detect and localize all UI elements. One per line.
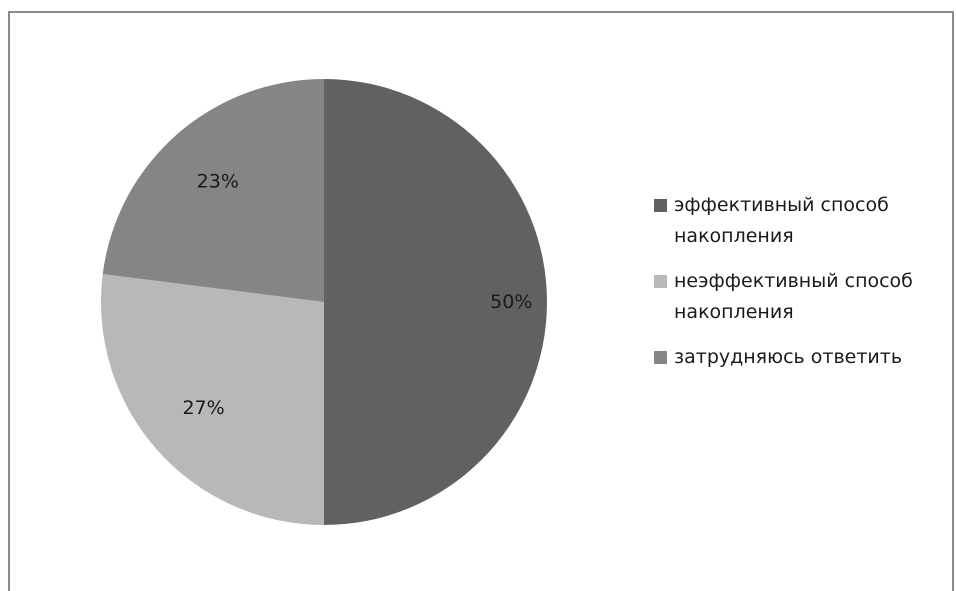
pie-label-undecided: 23%: [197, 171, 239, 193]
pie-slice-ineffective: [101, 274, 324, 525]
pie-slice-undecided: [102, 79, 324, 302]
pie-label-ineffective: 27%: [182, 397, 224, 419]
legend-swatch-effective: [654, 199, 667, 212]
legend-item-undecided: затрудняюсь ответить: [654, 342, 954, 373]
legend-label-effective: эффективный способ накопления: [674, 194, 889, 247]
pie-label-effective: 50%: [490, 291, 532, 313]
pie-slice-effective: [324, 79, 547, 525]
legend-label-undecided: затрудняюсь ответить: [674, 346, 903, 368]
legend-label-ineffective: неэффективный способ накопления: [674, 270, 913, 323]
legend-swatch-ineffective: [654, 275, 667, 288]
legend-item-effective: эффективный способ накопления: [654, 190, 954, 252]
legend-item-ineffective: неэффективный способ накопления: [654, 266, 954, 328]
legend: эффективный способ накопления неэффектив…: [654, 190, 954, 387]
legend-swatch-undecided: [654, 351, 667, 364]
